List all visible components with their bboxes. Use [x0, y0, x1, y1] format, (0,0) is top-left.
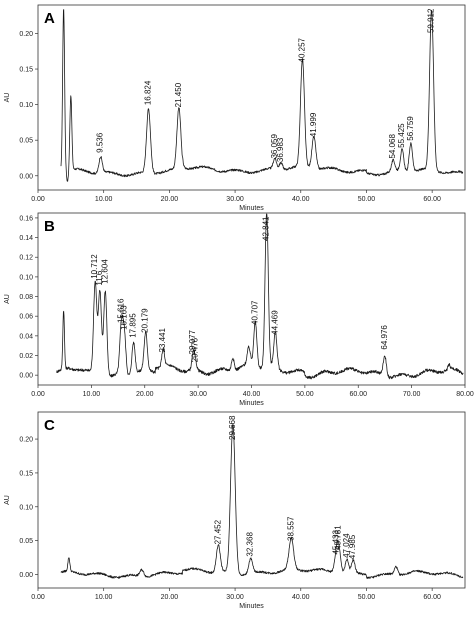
peak-label-c: 32.368 — [246, 532, 255, 557]
x-tick-label-c: 50.00 — [358, 594, 376, 601]
peak-label-a: 9.536 — [96, 132, 105, 153]
y-tick-label-b: 0.08 — [19, 294, 33, 301]
y-tick-label-c: 0.00 — [19, 572, 33, 579]
x-tick-label-b: 60.00 — [349, 391, 367, 398]
peak-label-b: 42.841 — [262, 216, 271, 241]
y-tick-label-a: 0.20 — [19, 31, 33, 38]
chromatogram-trace-b — [57, 214, 464, 379]
peak-label-c: 47.985 — [348, 534, 357, 559]
peak-label-a: 41.999 — [309, 112, 318, 137]
y-tick-label-b: 0.00 — [19, 373, 33, 380]
peak-label-b: 64.976 — [380, 325, 389, 350]
x-tick-label-b: 0.00 — [31, 391, 45, 398]
peak-label-c: 38.557 — [286, 516, 295, 541]
y-axis-title-a: AU — [4, 93, 11, 103]
x-tick-label-c: 60.00 — [423, 594, 441, 601]
x-tick-label-a: 60.00 — [423, 196, 441, 203]
x-tick-label-a: 0.00 — [31, 196, 45, 203]
peak-label-b: 12.604 — [100, 259, 109, 284]
x-tick-label-b: 40.00 — [243, 391, 261, 398]
x-tick-label-b: 50.00 — [296, 391, 314, 398]
peak-label-b: 17.895 — [129, 313, 138, 338]
peak-label-a: 55.425 — [397, 123, 406, 148]
x-tick-label-a: 50.00 — [358, 196, 376, 203]
plot-frame-c — [38, 412, 465, 588]
x-tick-label-b: 80.00 — [456, 391, 474, 398]
y-tick-label-b: 0.16 — [19, 215, 33, 222]
y-tick-label-c: 0.05 — [19, 538, 33, 545]
x-tick-label-b: 20.00 — [136, 391, 154, 398]
x-tick-label-a: 30.00 — [226, 196, 244, 203]
peak-label-a: 56.759 — [406, 116, 415, 141]
peak-label-b: 29.476 — [190, 337, 199, 362]
x-tick-label-b: 70.00 — [403, 391, 421, 398]
y-tick-label-a: 0.10 — [19, 102, 33, 109]
panel-label-a: A — [44, 10, 55, 27]
x-tick-label-c: 10.00 — [95, 594, 113, 601]
peak-label-b: 44.469 — [270, 310, 279, 335]
peak-label-b: 16.163 — [119, 305, 128, 330]
x-tick-label-a: 10.00 — [95, 196, 113, 203]
x-axis-title-c: Minutes — [239, 603, 264, 610]
peak-label-a: 16.824 — [144, 80, 153, 105]
y-tick-label-b: 0.12 — [19, 255, 33, 262]
y-tick-label-c: 0.20 — [19, 437, 33, 444]
x-tick-label-c: 30.00 — [226, 594, 244, 601]
y-tick-label-b: 0.14 — [19, 235, 33, 242]
y-tick-label-c: 0.15 — [19, 470, 33, 477]
x-axis-title-b: Minutes — [239, 400, 264, 407]
peak-label-c: 29.668 — [228, 415, 237, 440]
chromatogram-trace-c — [61, 425, 463, 579]
y-axis-title-b: AU — [4, 294, 11, 304]
chart-panel-b: B 0.00 0.02 0.04 0.06 0.08 0.10 0.12 0.14 0.16 0.0… — [4, 213, 474, 407]
chart-panel-c: C 0.00 0.05 0.10 0.15 0.20 0.00 10.00 20.00 30.00… — [4, 412, 465, 610]
x-axis-title-a: Minutes — [239, 205, 264, 212]
peak-label-b: 23.441 — [158, 327, 167, 352]
peak-label-b: 40.707 — [250, 300, 259, 325]
peak-label-a: 59.912 — [427, 8, 436, 33]
panel-label-b: B — [44, 218, 55, 235]
y-tick-label-a: 0.00 — [19, 173, 33, 180]
y-tick-label-a: 0.15 — [19, 67, 33, 74]
x-tick-label-c: 40.00 — [292, 594, 310, 601]
x-tick-label-a: 20.00 — [161, 196, 179, 203]
y-tick-label-b: 0.10 — [19, 274, 33, 281]
y-tick-label-a: 0.05 — [19, 138, 33, 145]
peak-label-a: 40.257 — [297, 37, 306, 62]
chromatogram-trace-a — [61, 10, 463, 182]
y-tick-label-b: 0.04 — [19, 333, 33, 340]
peak-label-a: 54.068 — [388, 134, 397, 159]
x-tick-label-a: 40.00 — [292, 196, 310, 203]
x-tick-label-c: 20.00 — [161, 594, 179, 601]
peak-label-a: 36.983 — [276, 137, 285, 162]
panel-label-c: C — [44, 417, 55, 434]
y-tick-label-b: 0.06 — [19, 314, 33, 321]
chart-panel-a: A 0.00 0.05 0.10 0.15 0.20 0.00 10.00 20.00 30.00… — [4, 5, 465, 212]
x-tick-label-b: 10.00 — [83, 391, 101, 398]
x-tick-label-c: 0.00 — [31, 594, 45, 601]
peak-label-b: 20.179 — [141, 308, 150, 333]
y-axis-title-c: AU — [4, 495, 11, 505]
y-tick-label-c: 0.10 — [19, 504, 33, 511]
peak-label-a: 21.450 — [174, 82, 183, 107]
peak-label-c: 27.452 — [213, 519, 222, 544]
y-tick-label-b: 0.02 — [19, 353, 33, 360]
x-tick-label-b: 30.00 — [189, 391, 207, 398]
plot-frame-b — [38, 213, 465, 385]
